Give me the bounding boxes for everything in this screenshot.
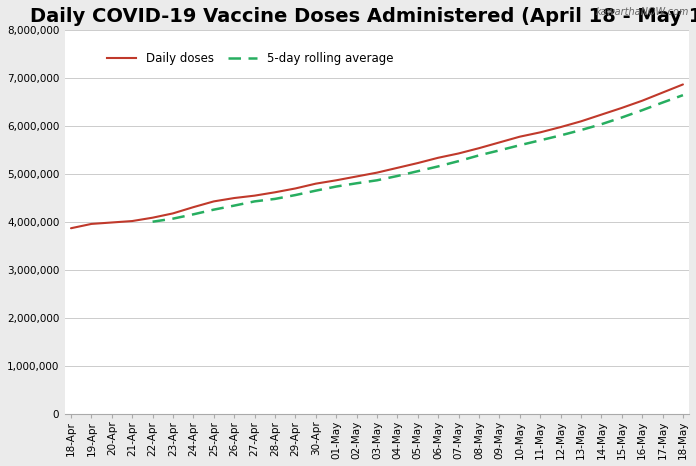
Legend: Daily doses, 5-day rolling average: Daily doses, 5-day rolling average	[102, 48, 398, 70]
Title: Daily COVID-19 Vaccine Doses Administered (April 18 - May 18): Daily COVID-19 Vaccine Doses Administere…	[29, 7, 696, 26]
Text: kawarthaNOW.com: kawarthaNOW.com	[596, 7, 689, 17]
